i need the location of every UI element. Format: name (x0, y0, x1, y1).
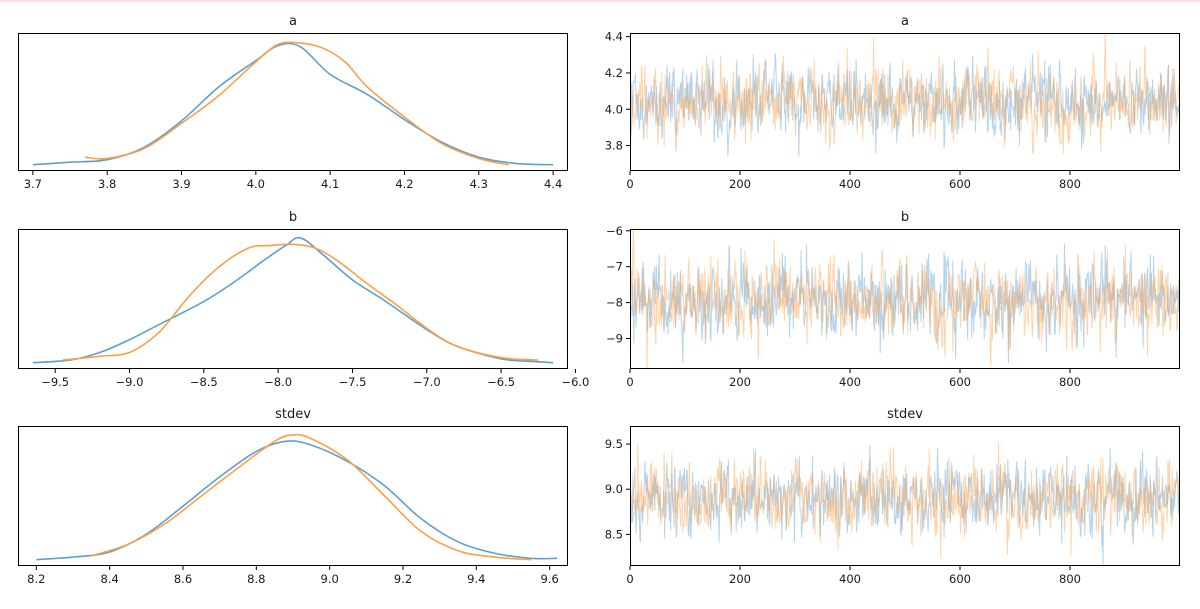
panel-title: a (289, 14, 297, 29)
trace-line-chain-1 (630, 229, 1180, 369)
x-tick-label: −7.5 (338, 375, 366, 389)
x-tick-label: −8.0 (264, 375, 292, 389)
x-tick-label: 800 (1059, 177, 1081, 191)
axes-frame (630, 229, 1180, 369)
density-line-chain-0 (36, 440, 558, 561)
x-tick-label: 3.9 (172, 177, 190, 191)
x-tick-label: 4.4 (544, 177, 562, 191)
y-tick-label: −8 (606, 296, 623, 310)
trace-line-chain-0 (630, 52, 1180, 157)
panel-trace-b: b 0 200 400 600 800 −9 −8 −7 −6 (606, 210, 1180, 389)
x-tick-label: 8.4 (101, 572, 119, 586)
x-tick-label: −6.0 (561, 375, 589, 389)
panel-density-a: a 3.7 3.8 3.9 4.0 4.1 4.2 4.3 4.4 (18, 14, 568, 191)
y-tick-label: 9.0 (605, 482, 623, 496)
x-tick-label: −9.0 (116, 375, 144, 389)
axes-frame (18, 426, 568, 566)
plot-area (630, 229, 1180, 369)
x-tick-label: 3.8 (98, 177, 116, 191)
x-tick-label: 4.2 (395, 177, 413, 191)
x-tick-label: 3.7 (24, 177, 42, 191)
x-tick-label: −7.0 (413, 375, 441, 389)
y-tick-label: 3.8 (605, 139, 623, 153)
x-tick-label: 0 (626, 375, 633, 389)
density-line-chain-1 (84, 41, 509, 166)
x-tick-label: 8.6 (174, 572, 192, 586)
y-tick-label: 4.4 (605, 30, 623, 44)
density-line-chain-1 (62, 243, 539, 361)
axes-frame (630, 33, 1180, 171)
panel-title: b (289, 210, 297, 225)
trace-line-chain-1 (630, 33, 1180, 155)
x-tick-label: 600 (949, 572, 971, 586)
x-tick-label: 0 (626, 177, 633, 191)
x-tick-label: 400 (839, 375, 861, 389)
trace-line-chain-0 (630, 445, 1180, 566)
y-tick-label: 9.5 (605, 437, 623, 451)
x-tick-label: 9.6 (541, 572, 559, 586)
y-tick-label: 8.5 (605, 527, 623, 541)
x-tick-label: 8.2 (27, 572, 45, 586)
axes-frame (18, 229, 568, 369)
panel-trace-stdev: stdev 0 200 400 600 800 8.5 9.0 9.5 (605, 407, 1180, 586)
panel-density-b: b −9.5 −9.0 −8.5 −8.0 −7.5 −7.0 −6.5 −6.0 (18, 210, 589, 389)
x-tick-label: 200 (729, 375, 751, 389)
plot-area (32, 41, 554, 166)
x-tick-label: 600 (949, 375, 971, 389)
panel-trace-a: a 0 200 400 600 800 3.8 4.0 4.2 4.4 (605, 14, 1180, 191)
y-tick-label: 4.0 (605, 102, 623, 116)
y-tick-label: −6 (606, 224, 623, 238)
axes-frame (630, 426, 1180, 566)
trace-line-chain-1 (630, 442, 1180, 559)
y-tick-label: 4.2 (605, 66, 623, 80)
plot-area (630, 33, 1180, 157)
panel-title: stdev (887, 407, 923, 422)
trace-line-chain-0 (630, 243, 1180, 363)
x-tick-label: 4.3 (470, 177, 488, 191)
x-tick-label: 800 (1059, 375, 1081, 389)
density-line-chain-1 (91, 433, 532, 561)
x-tick-label: 9.0 (321, 572, 339, 586)
x-tick-label: 400 (839, 177, 861, 191)
top-divider (0, 0, 1200, 2)
plot-area (32, 236, 554, 364)
x-tick-label: 400 (839, 572, 861, 586)
x-tick-label: 800 (1059, 572, 1081, 586)
axes-frame (18, 33, 568, 171)
x-tick-label: 200 (729, 177, 751, 191)
x-tick-label: −6.5 (487, 375, 515, 389)
x-tick-label: 4.0 (247, 177, 265, 191)
x-tick-label: 200 (729, 572, 751, 586)
x-tick-label: 600 (949, 177, 971, 191)
x-tick-label: −8.5 (190, 375, 218, 389)
plot-area (630, 442, 1180, 566)
x-tick-label: 4.1 (321, 177, 339, 191)
density-line-chain-0 (32, 236, 554, 364)
density-line-chain-0 (32, 42, 554, 166)
plot-area (36, 433, 558, 561)
panel-title: stdev (275, 407, 311, 422)
y-tick-label: −7 (606, 260, 623, 274)
x-tick-label: 0 (626, 572, 633, 586)
x-tick-label: −9.5 (41, 375, 69, 389)
panel-title: a (901, 14, 909, 29)
x-tick-label: 9.2 (394, 572, 412, 586)
x-tick-label: 9.4 (467, 572, 485, 586)
panel-title: b (901, 210, 909, 225)
panel-density-stdev: stdev 8.2 8.4 8.6 8.8 9.0 9.2 9.4 9.6 (18, 407, 568, 586)
x-tick-label: 8.8 (247, 572, 265, 586)
y-tick-label: −9 (606, 331, 623, 345)
